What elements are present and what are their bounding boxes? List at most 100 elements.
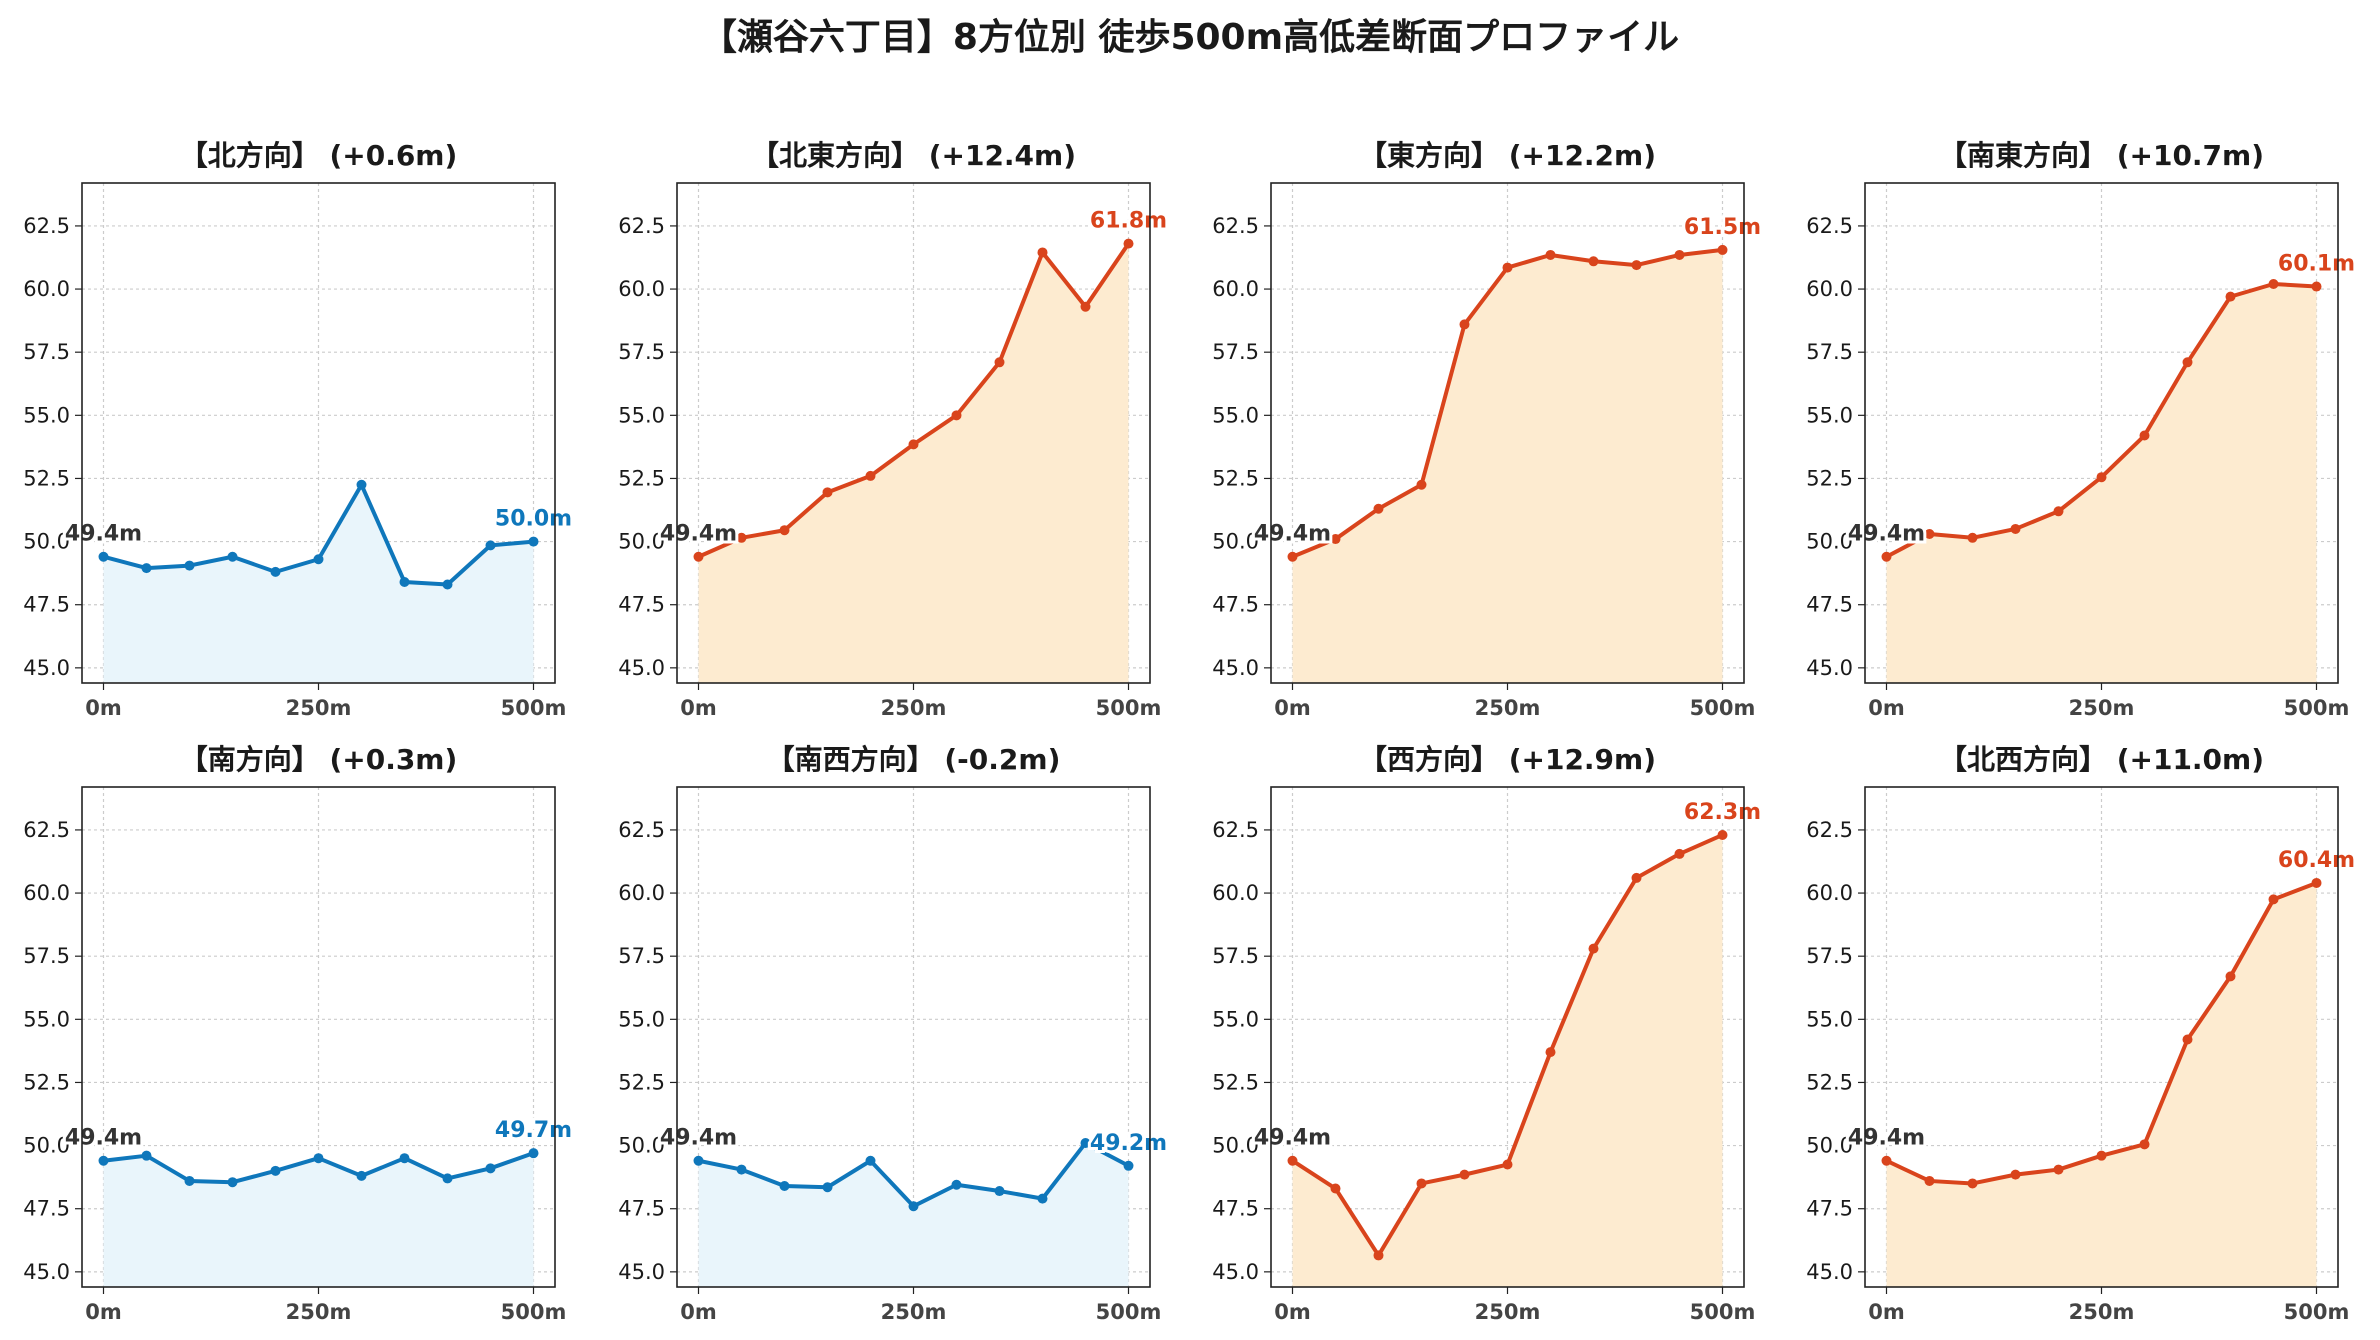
data-point: [141, 1150, 152, 1161]
y-tick-label: 60.0: [618, 881, 665, 905]
chart-panel-3: 【南東方向】 (+10.7m) 45.0 47.5 50.0 52.5 55.0 57.5 6…: [1806, 139, 2358, 720]
axes-frame: [676, 182, 1151, 684]
x-tick-label: 500m: [1690, 696, 1756, 720]
data-point: [2096, 1150, 2107, 1161]
chart-panel-5: 【南西方向】 (-0.2m) 45.0 47.5 50.0 52.5 55.0 57.5 60…: [618, 743, 1170, 1324]
axes-frame: [81, 182, 556, 684]
axes-frame: [1864, 182, 2339, 684]
end-value-label: 60.1m: [2278, 252, 2355, 277]
x-tick-label: 250m: [286, 696, 352, 720]
x-tick-label: 250m: [881, 696, 947, 720]
panel-title: 【南東方向】 (+10.7m): [1939, 139, 2264, 172]
axes-frame: [1270, 182, 1745, 684]
end-value-label: 60.4m: [2278, 848, 2355, 873]
data-point: [270, 566, 281, 577]
y-tick-label: 45.0: [1212, 1260, 1259, 1284]
chart-panel-4: 【南方向】 (+0.3m) 45.0 47.5 50.0 52.5 55.0 57.5 60.…: [23, 743, 575, 1324]
x-tick-label: 500m: [1096, 1300, 1162, 1324]
data-point: [1967, 1178, 1978, 1189]
y-tick-label: 60.0: [23, 277, 70, 301]
data-point: [2311, 877, 2322, 888]
data-point: [822, 487, 833, 498]
start-value-label: 49.4m: [1254, 522, 1331, 547]
data-point: [1287, 551, 1298, 562]
data-point: [1674, 249, 1685, 260]
data-point: [1373, 503, 1384, 514]
x-tick-label: 500m: [501, 696, 567, 720]
area-fill: [1292, 249, 1723, 683]
data-point: [1416, 479, 1427, 490]
data-point: [2268, 279, 2279, 290]
data-point: [1631, 872, 1642, 883]
data-point: [227, 551, 238, 562]
data-point: [399, 576, 410, 587]
data-point: [356, 479, 367, 490]
end-value-label: 62.3m: [1684, 800, 1761, 825]
data-point: [693, 1155, 704, 1166]
data-point: [184, 560, 195, 571]
data-point: [2139, 1139, 2150, 1150]
figure-title: 【瀬谷六丁目】8方位別 徒歩500m高低差断面プロファイル: [700, 17, 1680, 58]
chart-panel-0: 【北方向】 (+0.6m) 45.0 47.5 50.0 52.5 55.0 57.5 60.…: [23, 139, 575, 720]
y-tick-label: 52.5: [618, 466, 665, 490]
y-tick-label: 45.0: [1806, 1260, 1853, 1284]
data-point: [227, 1177, 238, 1188]
data-point: [1881, 551, 1892, 562]
data-point: [865, 470, 876, 481]
data-point: [1287, 1155, 1298, 1166]
data-point: [1080, 1138, 1091, 1149]
data-point: [98, 551, 109, 562]
data-point: [1717, 244, 1728, 255]
data-point: [779, 525, 790, 536]
y-tick-label: 45.0: [1806, 656, 1853, 680]
start-value-label: 49.4m: [1254, 1126, 1331, 1151]
data-point: [1545, 1047, 1556, 1058]
x-tick-label: 250m: [2069, 1300, 2135, 1324]
data-point: [1674, 848, 1685, 859]
chart-panel-2: 【東方向】 (+12.2m) 45.0 47.5 50.0 52.5 55.0 57.5 60…: [1212, 139, 1764, 720]
panel-title: 【東方向】 (+12.2m): [1359, 139, 1656, 172]
y-tick-label: 47.5: [23, 1197, 70, 1221]
data-point: [184, 1175, 195, 1186]
y-tick-label: 60.0: [1212, 881, 1259, 905]
x-tick-label: 500m: [1096, 696, 1162, 720]
y-tick-label: 57.5: [1806, 340, 1853, 364]
y-tick-label: 50.0: [23, 530, 70, 554]
y-tick-label: 57.5: [23, 944, 70, 968]
start-value-label: 49.4m: [1848, 522, 1925, 547]
end-value-label: 50.0m: [495, 507, 572, 532]
data-point: [1588, 256, 1599, 267]
y-tick-label: 55.0: [618, 1007, 665, 1031]
y-tick-label: 55.0: [618, 403, 665, 427]
y-tick-label: 55.0: [1806, 403, 1853, 427]
y-tick-label: 47.5: [1806, 1197, 1853, 1221]
data-point: [2182, 357, 2193, 368]
data-point: [1459, 319, 1470, 330]
data-point: [736, 1164, 747, 1175]
y-tick-label: 62.5: [1212, 818, 1259, 842]
x-tick-label: 0m: [680, 696, 717, 720]
data-point: [1037, 247, 1048, 258]
end-value-label: 49.7m: [495, 1118, 572, 1143]
chart-panel-6: 【西方向】 (+12.9m) 45.0 47.5 50.0 52.5 55.0 57.5 60…: [1212, 743, 1764, 1324]
y-tick-label: 55.0: [1212, 403, 1259, 427]
y-tick-label: 57.5: [1212, 944, 1259, 968]
data-point: [1080, 301, 1091, 312]
data-point: [356, 1170, 367, 1181]
data-point: [1502, 1159, 1513, 1170]
data-point: [1924, 1175, 1935, 1186]
y-tick-label: 62.5: [1806, 214, 1853, 238]
x-tick-label: 500m: [501, 1300, 567, 1324]
y-tick-label: 52.5: [1212, 1070, 1259, 1094]
y-tick-label: 52.5: [23, 1070, 70, 1094]
x-tick-label: 0m: [1868, 696, 1905, 720]
x-tick-label: 0m: [680, 1300, 717, 1324]
y-tick-label: 45.0: [1212, 656, 1259, 680]
x-tick-label: 0m: [85, 1300, 122, 1324]
y-tick-label: 50.0: [618, 1134, 665, 1158]
y-tick-label: 57.5: [1806, 944, 1853, 968]
x-tick-label: 500m: [1690, 1300, 1756, 1324]
panel-title: 【南方向】 (+0.3m): [180, 743, 458, 776]
y-tick-label: 55.0: [23, 403, 70, 427]
start-value-label: 49.4m: [65, 522, 142, 547]
